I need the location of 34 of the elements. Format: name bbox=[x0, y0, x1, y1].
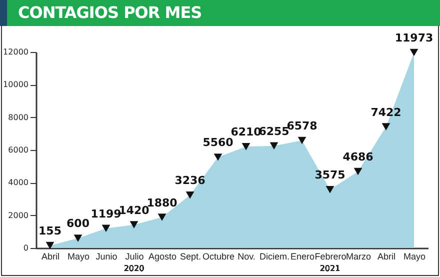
y-tick-label: 6000 bbox=[8, 146, 28, 154]
x-tick-label: Agosto bbox=[148, 252, 177, 262]
y-tick-label: 10000 bbox=[3, 80, 28, 90]
data-label: 7422 bbox=[370, 106, 402, 119]
data-label: 4686 bbox=[342, 150, 374, 164]
x-tick-label: Junio bbox=[96, 252, 118, 262]
x-tick-label: Enero bbox=[290, 252, 315, 262]
y-tick-label: 0 bbox=[23, 244, 28, 252]
x-tick-label: Abril bbox=[377, 252, 396, 262]
x-tick-label: Mayo bbox=[67, 252, 90, 262]
chart-title: CONTAGIOS POR MES bbox=[18, 3, 202, 22]
data-label: 3575 bbox=[314, 168, 346, 182]
x-tick-label: Mayo bbox=[403, 252, 426, 262]
text: 2021 bbox=[320, 264, 340, 273]
x-tick-label: Nov. bbox=[238, 252, 256, 262]
data-label: 3236 bbox=[174, 174, 206, 188]
text: 2020 bbox=[124, 264, 144, 273]
x-tick-label: Sept. bbox=[180, 252, 202, 262]
data-label: 1199 bbox=[90, 207, 122, 220]
data-label: 600 bbox=[66, 217, 90, 230]
x-tick-label: Diciem. bbox=[259, 252, 290, 262]
y-tick-label: 2000 bbox=[8, 210, 28, 220]
y-tick-label: 12000 bbox=[3, 48, 28, 56]
y-tick-label: 4000 bbox=[8, 178, 28, 188]
x-tick-label: Marzo bbox=[346, 252, 372, 262]
x-tick-label: Octubre bbox=[202, 252, 235, 262]
data-label: 5560 bbox=[202, 136, 234, 150]
x-tick-label: Febrero bbox=[314, 252, 346, 262]
data-label: 11973 bbox=[394, 31, 434, 44]
data-label: 6210 bbox=[230, 126, 262, 139]
x-tick-label: Abril bbox=[41, 252, 60, 262]
x-tick-label: Julio bbox=[125, 252, 144, 262]
data-label: 155 bbox=[38, 224, 62, 238]
y-tick-label: 8000 bbox=[8, 112, 28, 122]
